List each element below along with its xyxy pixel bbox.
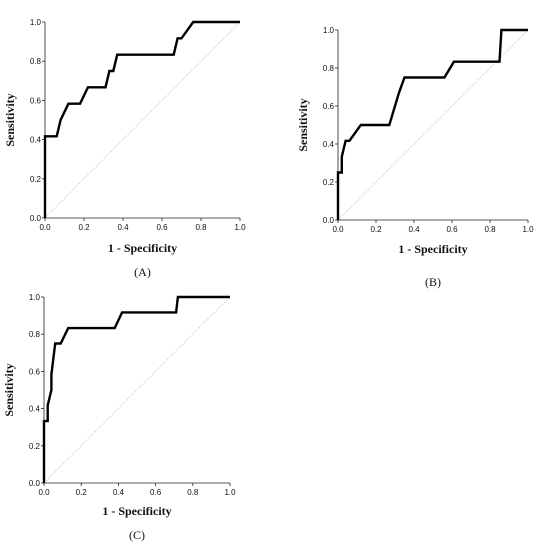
panel-label: (A) [134,265,151,279]
y-tick-label: 0.8 [323,64,335,73]
roc-panel-3: 0.0 0.2 0.4 0.6 0.8 1.0 0.0 0.2 0.4 0.6 0.8 1.0 1 - … [2,293,236,542]
x-tick-label: 0.2 [370,225,382,234]
reference-diagonal [43,296,231,484]
x-tick-label: 0.6 [156,223,168,232]
y-tick-label: 0.6 [323,102,335,111]
panel-label: (B) [425,275,441,289]
y-tick-label: 0.2 [29,442,41,451]
roc-panel-1: 0.0 0.2 0.4 0.6 0.8 1.0 0.0 0.2 0.4 0.6 0.8 1.0 1 - … [3,18,246,279]
roc-curve [43,20,240,218]
x-tick-label: 0.0 [39,223,51,232]
y-tick-label: 1.0 [30,18,42,27]
x-axis-title: 1 - Specificity [102,504,171,518]
x-tick-label: 0.4 [117,223,129,232]
x-axis-title: 1 - Specificity [108,241,177,255]
y-tick-label: 1.0 [323,26,335,35]
y-tick-label: 0.2 [30,175,42,184]
x-tick-label: 1.0 [522,225,534,234]
y-tick-label: 0.4 [323,140,335,149]
y-axis-title: Sensitivity [3,93,17,146]
y-tick-label: 1.0 [29,293,41,302]
y-tick-label: 0.2 [323,178,335,187]
y-axis-title: Sensitivity [296,98,310,151]
x-tick-label: 1.0 [234,223,246,232]
x-tick-label: 0.4 [113,488,125,497]
x-tick-label: 0.8 [484,225,496,234]
x-tick-label: 0.6 [150,488,162,497]
reference-diagonal [44,21,241,219]
x-axis-title: 1 - Specificity [398,242,467,256]
y-tick-label: 0.4 [29,405,41,414]
x-tick-label: 0.2 [78,223,90,232]
x-tick-label: 0.4 [408,225,420,234]
x-tick-label: 0.0 [38,488,50,497]
y-tick-label: 0.0 [29,479,41,488]
x-tick-label: 0.6 [446,225,458,234]
y-tick-label: 0.6 [29,367,41,376]
panel-label: (C) [129,528,145,542]
y-tick-label: 0.0 [323,216,335,225]
y-tick-label: 0.6 [30,96,42,105]
x-tick-label: 0.8 [195,223,207,232]
roc-panel-2: 0.0 0.2 0.4 0.6 0.8 1.0 0.0 0.2 0.4 0.6 0.8 1.0 1 - … [296,26,534,289]
y-tick-label: 0.0 [30,214,42,223]
y-tick-label: 0.8 [29,330,41,339]
x-tick-label: 0.0 [332,225,344,234]
x-tick-label: 0.2 [76,488,88,497]
y-axis-title: Sensitivity [2,363,16,416]
roc-curve [42,295,230,483]
x-tick-label: 0.8 [187,488,199,497]
roc-curve [336,28,528,220]
x-tick-label: 1.0 [224,488,236,497]
y-tick-label: 0.8 [30,57,42,66]
y-tick-label: 0.4 [30,136,42,145]
